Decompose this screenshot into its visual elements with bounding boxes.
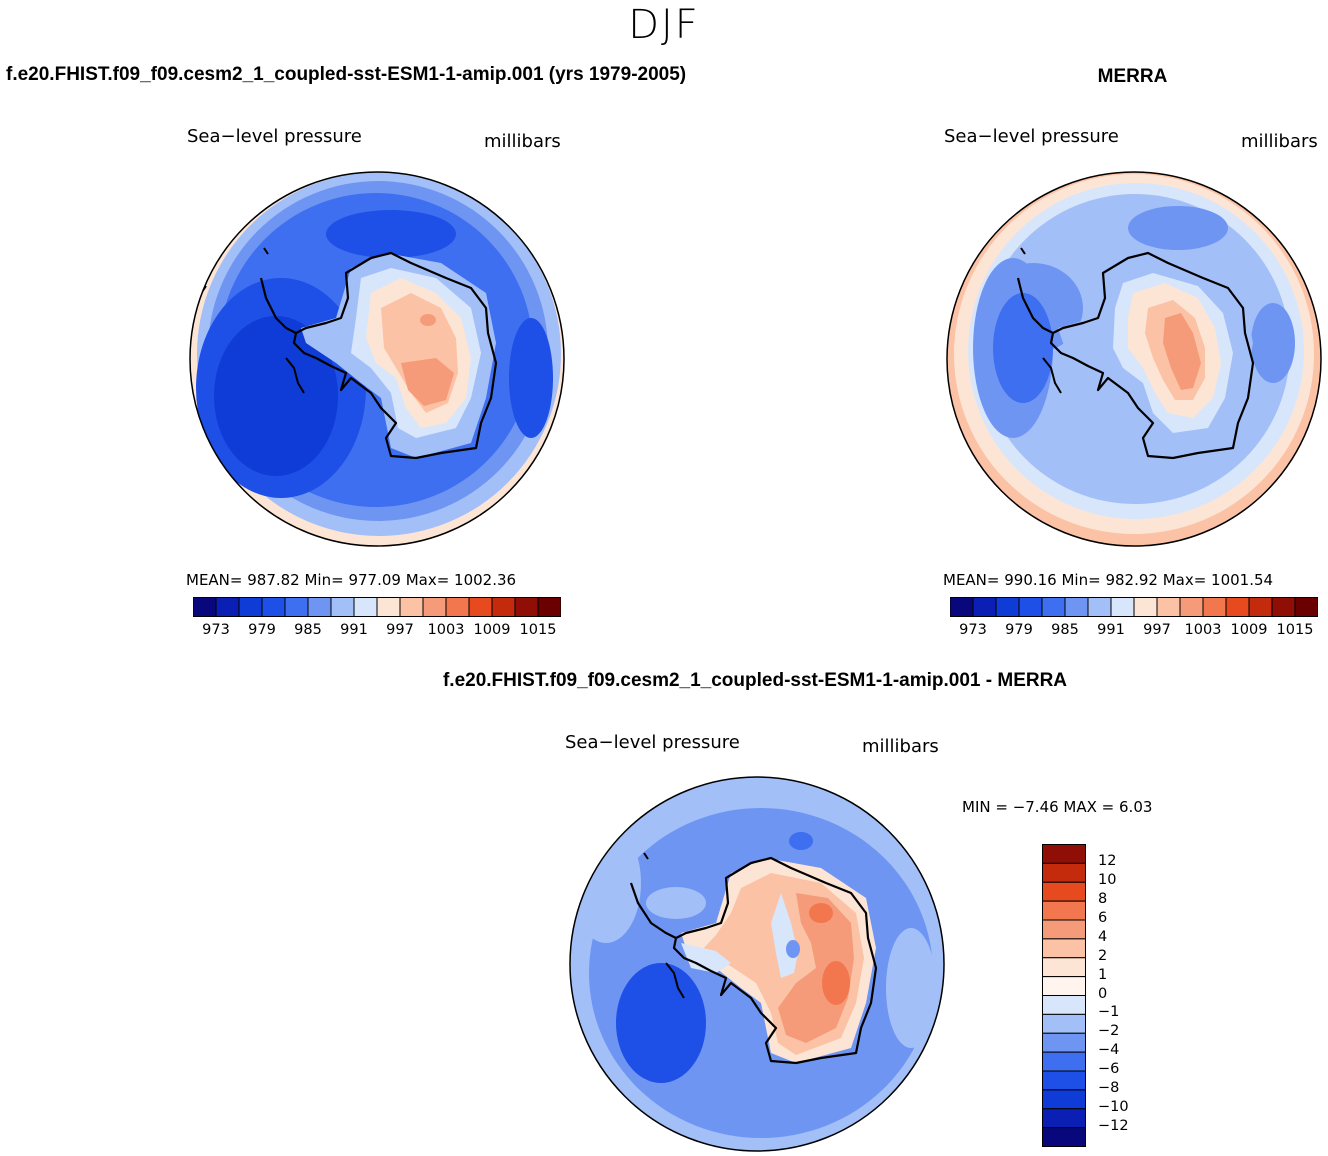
colorbar-tick-label: 997: [1143, 622, 1171, 638]
colorbar-swatch: [1202, 597, 1227, 617]
colorbar-swatch: [1042, 995, 1086, 1015]
colorbar-tick-label: 973: [959, 622, 987, 638]
colorbar-tick-label: 991: [1097, 622, 1125, 638]
model-variable-label: Sea−level pressure: [187, 126, 362, 147]
colorbar-tick-label: 10: [1098, 872, 1117, 889]
colorbar-swatch: [376, 597, 401, 617]
colorbar-swatch: [422, 597, 447, 617]
diff-slp-map: [569, 776, 945, 1152]
colorbar-swatch: [353, 597, 378, 617]
colorbar-swatch: [238, 597, 263, 617]
diff-stats: MIN = −7.46 MAX = 6.03: [962, 798, 1153, 816]
colorbar-tick-label: 997: [386, 622, 414, 638]
colorbar-swatch: [1042, 1032, 1086, 1053]
colorbar-tick-label: −8: [1098, 1079, 1120, 1096]
colorbar-swatch: [972, 597, 997, 617]
model-colorbar: [193, 597, 561, 617]
colorbar-swatch: [1042, 1127, 1086, 1147]
colorbar-tick-label: 2: [1098, 947, 1108, 964]
colorbar-tick-label: 6: [1098, 910, 1108, 926]
colorbar-tick-label: −2: [1098, 1023, 1120, 1040]
colorbar-tick-label: 1009: [473, 622, 511, 638]
colorbar-tick-label: 1003: [427, 622, 465, 638]
colorbar-tick-label: 985: [1051, 622, 1079, 638]
colorbar-swatch: [1271, 597, 1296, 617]
colorbar-swatch: [1133, 597, 1158, 617]
colorbar-swatch: [1042, 844, 1086, 864]
colorbar-tick-label: 1: [1098, 966, 1108, 983]
colorbar-tick-label: 0: [1098, 985, 1108, 1002]
obs-stats: MEAN= 990.16 Min= 982.92 Max= 1001.54: [943, 571, 1274, 589]
colorbar-swatch: [950, 597, 974, 617]
colorbar-swatch: [468, 597, 493, 617]
colorbar-swatch: [1042, 1051, 1086, 1072]
diff-variable-label: Sea−level pressure: [565, 732, 740, 753]
colorbar-swatch: [1294, 597, 1318, 617]
obs-title: MERRA: [1097, 66, 1168, 87]
colorbar-tick-label: 1009: [1230, 622, 1268, 638]
colorbar-swatch: [193, 597, 217, 617]
model-units-label: millibars: [484, 131, 561, 152]
colorbar-swatch: [1110, 597, 1135, 617]
model-case-title: f.e20.FHIST.f09_f09.cesm2_1_coupled-sst-…: [6, 64, 687, 85]
obs-variable-label: Sea−level pressure: [944, 126, 1119, 147]
colorbar-swatch: [445, 597, 470, 617]
diff-units-label: millibars: [862, 736, 939, 757]
colorbar-tick-label: 985: [294, 622, 322, 638]
colorbar-tick-label: 4: [1098, 928, 1108, 945]
obs-slp-map: [946, 171, 1322, 547]
colorbar-tick-label: −12: [1098, 1117, 1129, 1134]
colorbar-swatch: [399, 597, 424, 617]
colorbar-tick-label: −4: [1098, 1042, 1120, 1059]
colorbar-swatch: [1042, 1108, 1086, 1129]
colorbar-swatch: [1042, 862, 1086, 883]
colorbar-swatch: [307, 597, 332, 617]
colorbar-swatch: [1042, 900, 1086, 921]
colorbar-swatch: [514, 597, 539, 617]
season-title: DJF: [628, 2, 700, 48]
colorbar-swatch: [995, 597, 1020, 617]
colorbar-swatch: [1248, 597, 1273, 617]
colorbar-swatch: [1018, 597, 1043, 617]
colorbar-swatch: [1042, 881, 1086, 902]
colorbar-tick-label: −6: [1098, 1061, 1120, 1077]
colorbar-swatch: [1041, 597, 1066, 617]
colorbar-tick-label: 979: [1005, 622, 1033, 638]
colorbar-swatch: [1042, 957, 1086, 978]
colorbar-swatch: [215, 597, 240, 617]
colorbar-swatch: [491, 597, 516, 617]
colorbar-tick-label: 12: [1098, 853, 1117, 870]
colorbar-tick-label: −10: [1098, 1098, 1129, 1115]
colorbar-tick-label: 8: [1098, 891, 1108, 908]
colorbar-tick-label: 979: [248, 622, 276, 638]
colorbar-swatch: [1042, 1070, 1086, 1091]
colorbar-swatch: [1156, 597, 1181, 617]
colorbar-swatch: [1042, 919, 1086, 940]
model-slp-map: [189, 171, 565, 547]
colorbar-tick-label: 991: [340, 622, 368, 638]
diff-colorbar: [1042, 844, 1086, 1147]
colorbar-tick-label: −1: [1098, 1004, 1120, 1021]
colorbar-swatch: [1225, 597, 1250, 617]
colorbar-swatch: [330, 597, 355, 617]
colorbar-swatch: [1064, 597, 1089, 617]
difference-title: f.e20.FHIST.f09_f09.cesm2_1_coupled-sst-…: [442, 670, 1068, 691]
colorbar-tick-label: 973: [202, 622, 230, 638]
colorbar-swatch: [1087, 597, 1112, 617]
colorbar-swatch: [1179, 597, 1204, 617]
colorbar-tick-label: 1015: [1276, 622, 1314, 638]
obs-units-label: millibars: [1241, 131, 1318, 152]
colorbar-swatch: [1042, 976, 1086, 996]
colorbar-swatch: [1042, 938, 1086, 959]
colorbar-tick-label: 1015: [519, 622, 557, 638]
colorbar-swatch: [284, 597, 309, 617]
model-stats: MEAN= 987.82 Min= 977.09 Max= 1002.36: [186, 571, 517, 589]
colorbar-swatch: [1042, 1089, 1086, 1110]
colorbar-tick-label: 1003: [1184, 622, 1222, 638]
obs-colorbar: [950, 597, 1318, 617]
colorbar-swatch: [537, 597, 561, 617]
colorbar-swatch: [261, 597, 286, 617]
colorbar-swatch: [1042, 1013, 1086, 1034]
